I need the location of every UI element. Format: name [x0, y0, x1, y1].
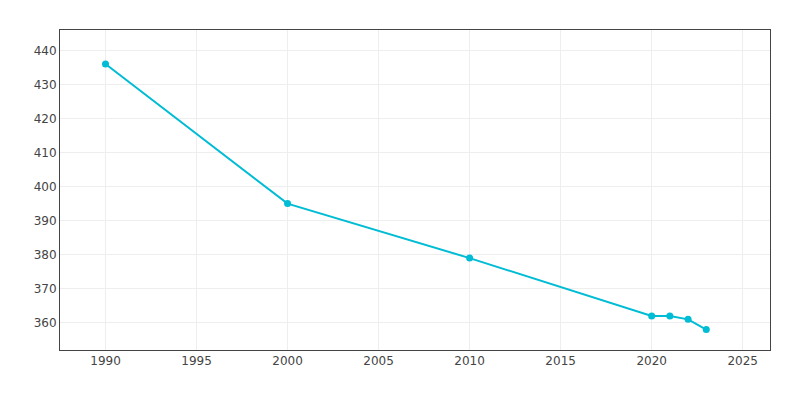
svg-text:360: 360 [34, 316, 57, 330]
svg-text:2025: 2025 [727, 354, 758, 368]
svg-text:380: 380 [34, 248, 57, 262]
svg-text:2020: 2020 [636, 354, 667, 368]
svg-text:370: 370 [34, 282, 57, 296]
svg-text:390: 390 [34, 214, 57, 228]
svg-text:2005: 2005 [363, 354, 394, 368]
svg-text:2010: 2010 [454, 354, 485, 368]
svg-text:2000: 2000 [272, 354, 303, 368]
svg-text:430: 430 [34, 78, 57, 92]
svg-text:2015: 2015 [545, 354, 576, 368]
svg-text:420: 420 [34, 112, 57, 126]
svg-text:1995: 1995 [181, 354, 212, 368]
svg-text:440: 440 [34, 44, 57, 58]
svg-text:1990: 1990 [90, 354, 121, 368]
svg-text:400: 400 [34, 180, 57, 194]
svg-text:410: 410 [34, 146, 57, 160]
